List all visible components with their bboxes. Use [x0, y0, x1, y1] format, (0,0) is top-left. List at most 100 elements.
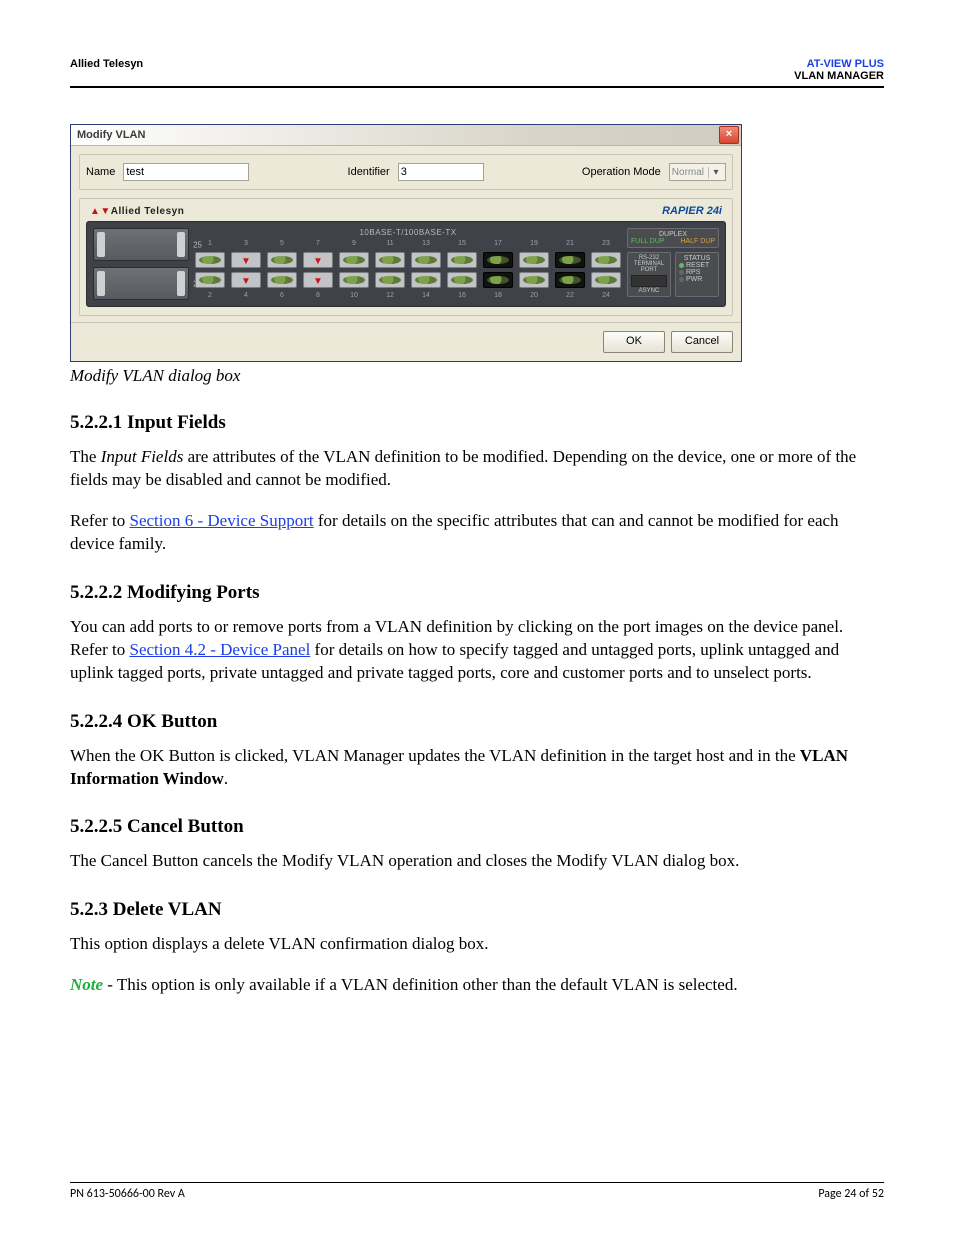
dialog-title: Modify VLAN — [77, 129, 145, 141]
port-number: 20 — [519, 292, 549, 300]
port-top-9[interactable] — [339, 252, 369, 268]
device-panel-header: ▲▼Allied Telesyn RAPIER 24i — [86, 205, 726, 221]
port-number: 7 — [303, 240, 333, 248]
cancel-button[interactable]: Cancel — [671, 331, 733, 353]
port-number: 4 — [231, 292, 261, 300]
port-top-15[interactable] — [447, 252, 477, 268]
port-top-11[interactable] — [375, 252, 405, 268]
port-top-19[interactable] — [519, 252, 549, 268]
brand-label: ▲▼Allied Telesyn — [90, 206, 184, 217]
chevron-down-icon: ▾ — [708, 167, 723, 178]
port-number: 18 — [483, 292, 513, 300]
heading-modifying-ports: 5.2.2.2 Modifying Ports — [70, 582, 884, 604]
page-footer: PN 613-50666-00 Rev A Page 24 of 52 — [70, 1182, 884, 1201]
opmode-select[interactable]: Normal ▾ — [669, 163, 726, 181]
port-number: 2 — [195, 292, 225, 300]
port-number: 3 — [231, 240, 261, 248]
port-number: 15 — [447, 240, 477, 248]
heading-ok-button: 5.2.2.4 OK Button — [70, 711, 884, 733]
port-number: 19 — [519, 240, 549, 248]
heading-delete-vlan: 5.2.3 Delete VLAN — [70, 899, 884, 921]
para-s1-1: The Input Fields are attributes of the V… — [70, 446, 884, 492]
module-slot-25[interactable]: 25 — [93, 228, 189, 261]
port-bot-10[interactable] — [339, 272, 369, 288]
dialog-titlebar: Modify VLAN × — [71, 125, 741, 146]
link-section-6[interactable]: Section 6 - Device Support — [129, 511, 313, 530]
ports-area: 10BASE-T/100BASE-TX 13579111315171921232… — [195, 228, 621, 300]
ok-button[interactable]: OK — [603, 331, 665, 353]
port-bot-14[interactable] — [411, 272, 441, 288]
para-s5-2: Note - This option is only available if … — [70, 974, 884, 997]
para-s3-1: When the OK Button is clicked, VLAN Mana… — [70, 745, 884, 791]
port-number: 21 — [555, 240, 585, 248]
dialog-actions: OK Cancel — [71, 322, 741, 361]
port-bot-16[interactable] — [447, 272, 477, 288]
model-label: RAPIER 24i — [662, 205, 722, 217]
header-sub: VLAN MANAGER — [794, 70, 884, 82]
port-top-5[interactable] — [267, 252, 297, 268]
header-left: Allied Telesyn — [70, 58, 143, 70]
port-top-21[interactable] — [555, 252, 585, 268]
port-number: 17 — [483, 240, 513, 248]
ports-title: 10BASE-T/100BASE-TX — [195, 228, 621, 237]
footer-right: Page 24 of 52 — [818, 1187, 884, 1201]
footer-left: PN 613-50666-00 Rev A — [70, 1187, 185, 1201]
status-led-box: STATUS RESET RPS PWR — [675, 252, 719, 297]
dialog-body: Name Identifier Operation Mode Normal ▾ — [71, 146, 741, 322]
port-bot-2[interactable] — [195, 272, 225, 288]
port-bot-24[interactable] — [591, 272, 621, 288]
identifier-input[interactable] — [398, 163, 484, 181]
port-top-17[interactable] — [483, 252, 513, 268]
port-top-3[interactable] — [231, 252, 261, 268]
port-bot-8[interactable] — [303, 272, 333, 288]
port-bot-22[interactable] — [555, 272, 585, 288]
port-number: 24 — [591, 292, 621, 300]
figure-caption: Modify VLAN dialog box — [70, 366, 740, 386]
note-label: Note — [70, 975, 103, 994]
page-header: Allied Telesyn AT-VIEW PLUS VLAN MANAGER — [70, 58, 884, 88]
name-input[interactable] — [123, 163, 249, 181]
port-number: 6 — [267, 292, 297, 300]
port-bot-20[interactable] — [519, 272, 549, 288]
port-top-1[interactable] — [195, 252, 225, 268]
port-number: 13 — [411, 240, 441, 248]
port-top-13[interactable] — [411, 252, 441, 268]
port-number: 14 — [411, 292, 441, 300]
device-panel: ▲▼Allied Telesyn RAPIER 24i 25 26 10BASE… — [79, 198, 733, 316]
port-number: 22 — [555, 292, 585, 300]
port-number: 12 — [375, 292, 405, 300]
port-number: 9 — [339, 240, 369, 248]
port-bot-4[interactable] — [231, 272, 261, 288]
header-product: AT-VIEW PLUS — [794, 58, 884, 70]
port-bot-6[interactable] — [267, 272, 297, 288]
port-number: 10 — [339, 292, 369, 300]
link-section-4-2[interactable]: Section 4.2 - Device Panel — [129, 640, 310, 659]
port-number: 11 — [375, 240, 405, 248]
para-s2-1: You can add ports to or remove ports fro… — [70, 616, 884, 685]
port-top-7[interactable] — [303, 252, 333, 268]
port-bot-12[interactable] — [375, 272, 405, 288]
rs232-box: RS-232 TERMINAL PORT ASYNC — [627, 252, 671, 297]
opmode-value: Normal — [672, 167, 704, 178]
heading-input-fields: 5.2.2.1 Input Fields — [70, 412, 884, 434]
status-boxes: DUPLEX FULL DUPHALF DUP RS-232 TERMINAL … — [627, 228, 719, 300]
port-bot-18[interactable] — [483, 272, 513, 288]
header-right: AT-VIEW PLUS VLAN MANAGER — [794, 58, 884, 82]
module-slots: 25 26 — [93, 228, 189, 300]
module-slot-26[interactable]: 26 — [93, 267, 189, 300]
port-number: 5 — [267, 240, 297, 248]
port-grid: 135791113151719212324681012141618202224 — [195, 240, 621, 300]
para-s4-1: The Cancel Button cancels the Modify VLA… — [70, 850, 884, 873]
close-icon[interactable]: × — [719, 126, 739, 144]
port-top-23[interactable] — [591, 252, 621, 268]
para-s1-2: Refer to Section 6 - Device Support for … — [70, 510, 884, 556]
document-page: Allied Telesyn AT-VIEW PLUS VLAN MANAGER… — [0, 0, 954, 1235]
identifier-label: Identifier — [348, 166, 390, 178]
dialog-figure: Modify VLAN × Name Identifier Operation … — [70, 124, 740, 386]
port-number: 16 — [447, 292, 477, 300]
opmode-label: Operation Mode — [582, 166, 661, 178]
duplex-box: DUPLEX FULL DUPHALF DUP — [627, 228, 719, 248]
para-s5-1: This option displays a delete VLAN confi… — [70, 933, 884, 956]
heading-cancel-button: 5.2.2.5 Cancel Button — [70, 816, 884, 838]
device-board: 25 26 10BASE-T/100BASE-TX 13579111315171… — [86, 221, 726, 307]
